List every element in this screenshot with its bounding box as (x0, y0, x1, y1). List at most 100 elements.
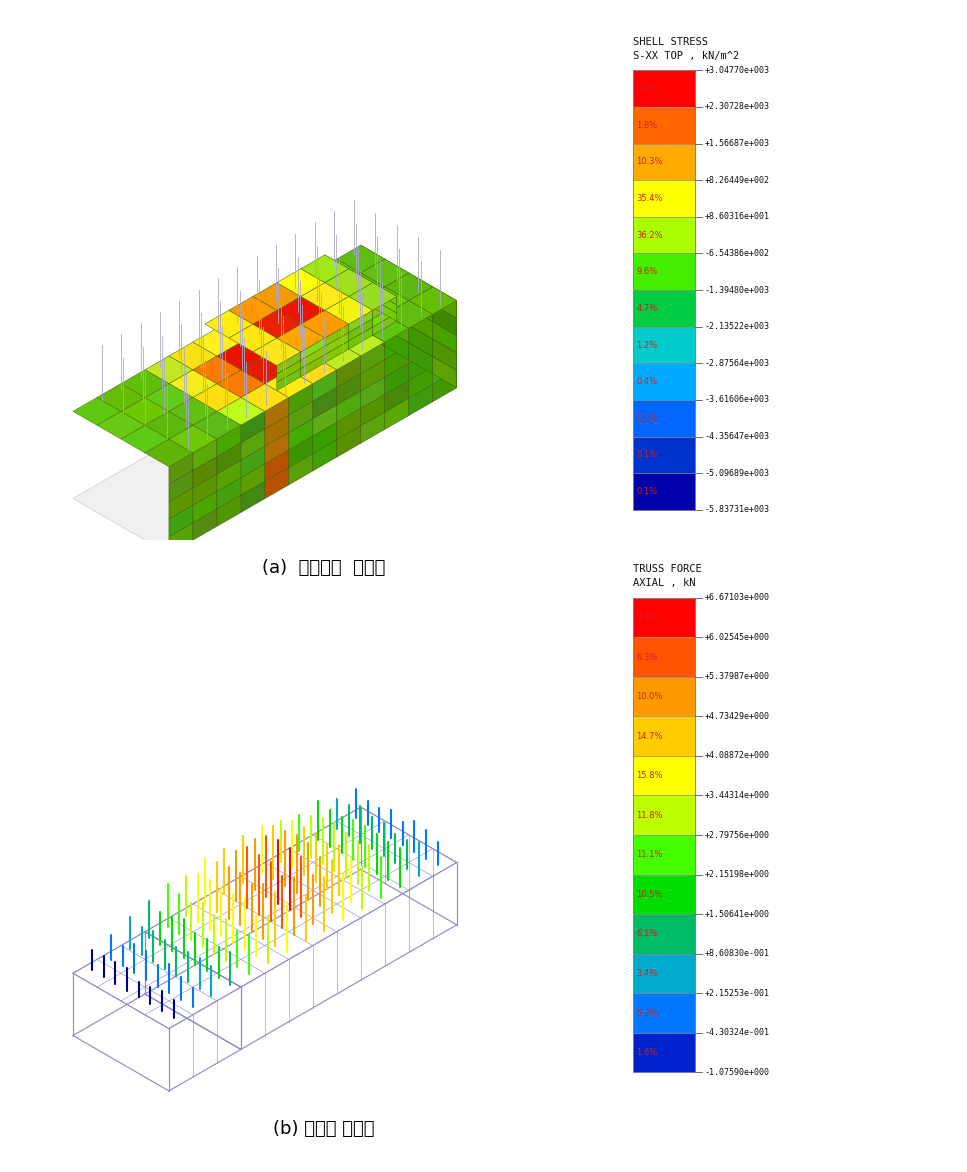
Polygon shape (312, 370, 337, 401)
Polygon shape (349, 311, 372, 333)
Polygon shape (385, 300, 432, 328)
Text: -3.61606e+003: -3.61606e+003 (705, 395, 770, 404)
Polygon shape (361, 395, 385, 425)
Polygon shape (409, 308, 432, 339)
Polygon shape (409, 349, 432, 381)
Text: -2.87564e+003: -2.87564e+003 (705, 359, 770, 368)
Polygon shape (409, 287, 456, 314)
Polygon shape (349, 268, 372, 291)
Polygon shape (169, 342, 217, 370)
Text: AXIAL , kN: AXIAL , kN (633, 578, 696, 588)
Polygon shape (192, 440, 217, 470)
Polygon shape (337, 356, 361, 387)
Polygon shape (361, 314, 409, 342)
Polygon shape (361, 259, 409, 287)
Polygon shape (361, 342, 385, 374)
Polygon shape (312, 287, 361, 314)
Text: 10.5%: 10.5% (636, 890, 662, 899)
Text: TRUSS FORCE: TRUSS FORCE (633, 564, 702, 574)
Polygon shape (432, 370, 456, 402)
Polygon shape (192, 356, 241, 383)
Polygon shape (241, 482, 265, 512)
Polygon shape (325, 268, 372, 297)
Polygon shape (409, 325, 432, 356)
Text: 11.8%: 11.8% (636, 811, 663, 819)
Polygon shape (217, 397, 265, 425)
Polygon shape (312, 422, 337, 454)
Polygon shape (312, 342, 361, 370)
Text: (a)  숏크리트  응력도: (a) 숏크리트 응력도 (262, 559, 386, 577)
Polygon shape (337, 408, 361, 440)
Polygon shape (385, 259, 409, 291)
Polygon shape (349, 285, 372, 307)
Polygon shape (312, 440, 337, 471)
Polygon shape (277, 325, 325, 352)
Polygon shape (289, 418, 312, 450)
Polygon shape (361, 263, 385, 294)
Polygon shape (432, 287, 456, 318)
Text: 11.1%: 11.1% (636, 851, 662, 859)
Polygon shape (361, 377, 385, 408)
Polygon shape (217, 461, 241, 491)
Text: +2.79756e+000: +2.79756e+000 (705, 831, 770, 839)
Polygon shape (349, 282, 396, 311)
Polygon shape (372, 297, 396, 319)
Polygon shape (265, 397, 289, 429)
Polygon shape (409, 367, 432, 398)
Polygon shape (241, 429, 265, 461)
Polygon shape (289, 300, 337, 328)
Polygon shape (73, 333, 456, 554)
Polygon shape (312, 387, 337, 418)
Polygon shape (372, 305, 396, 327)
Polygon shape (325, 272, 349, 294)
Polygon shape (277, 352, 301, 374)
Polygon shape (241, 383, 289, 411)
Polygon shape (385, 398, 409, 429)
Polygon shape (409, 273, 432, 305)
Polygon shape (409, 314, 432, 346)
Polygon shape (325, 254, 349, 277)
Polygon shape (252, 338, 301, 366)
Polygon shape (192, 328, 241, 356)
Polygon shape (432, 353, 456, 384)
Text: 4.7%: 4.7% (636, 304, 658, 313)
Polygon shape (265, 415, 289, 447)
Polygon shape (325, 297, 372, 325)
Text: +3.04770e+003: +3.04770e+003 (705, 66, 770, 75)
Polygon shape (289, 454, 312, 485)
Polygon shape (312, 314, 361, 342)
Polygon shape (385, 381, 409, 411)
Polygon shape (229, 297, 277, 325)
Polygon shape (349, 277, 372, 299)
Polygon shape (337, 273, 385, 300)
Polygon shape (192, 456, 217, 488)
Text: (b) 록볼트 축력도: (b) 록볼트 축력도 (274, 1119, 374, 1138)
Polygon shape (312, 259, 361, 287)
Polygon shape (265, 432, 289, 464)
Polygon shape (217, 370, 265, 397)
Text: -4.30324e-001: -4.30324e-001 (705, 1028, 770, 1037)
Text: 10.3%: 10.3% (636, 157, 663, 166)
Polygon shape (432, 321, 456, 353)
Text: -6.54386e+002: -6.54386e+002 (705, 248, 770, 258)
Polygon shape (217, 443, 241, 473)
Text: 36.2%: 36.2% (636, 231, 663, 239)
Text: +8.60316e+001: +8.60316e+001 (705, 212, 770, 222)
Polygon shape (337, 425, 361, 457)
Polygon shape (385, 328, 409, 360)
Polygon shape (217, 314, 265, 342)
Text: 3.4%: 3.4% (636, 969, 658, 977)
Polygon shape (337, 390, 361, 422)
Polygon shape (169, 470, 192, 502)
Polygon shape (337, 374, 361, 404)
Polygon shape (169, 505, 192, 537)
Polygon shape (277, 368, 301, 390)
Text: 0.1%: 0.1% (636, 488, 658, 496)
Polygon shape (289, 273, 337, 300)
Text: 1.2%: 1.2% (636, 341, 658, 349)
Polygon shape (277, 360, 301, 382)
Polygon shape (205, 311, 252, 338)
Polygon shape (217, 342, 265, 370)
Polygon shape (145, 440, 192, 466)
Polygon shape (265, 287, 312, 314)
